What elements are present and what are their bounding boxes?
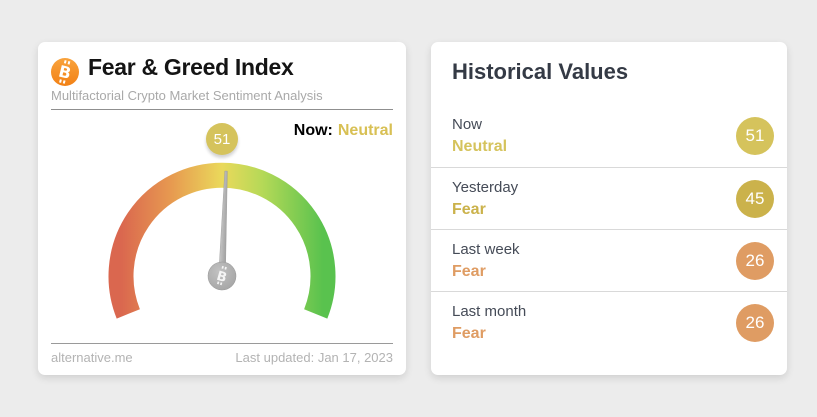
now-label: Now: [293,122,333,139]
history-value-badge: 26 [736,241,774,280]
historical-values-title: Historical Values [452,59,629,84]
history-value-badge: 51 [736,117,774,155]
history-row-label: Last month [452,302,527,320]
source-link[interactable]: alternative.me [51,350,133,365]
historical-values-list: Now Neutral 51 Yesterday Fear 45 Last we… [431,105,787,353]
gauge-needle: B [207,170,237,291]
history-row-last-month: Last month Fear 26 [431,291,787,353]
history-row-last-week: Last week Fear 26 [431,229,787,291]
history-row-classification: Fear [452,324,486,342]
history-value-badge: 45 [736,179,774,218]
svg-text:B: B [57,62,73,83]
history-row-classification: Fear [452,200,486,218]
header-divider [51,109,393,110]
footer-divider [51,343,393,344]
now-classification: Neutral [337,122,393,139]
history-row-classification: Neutral [452,138,508,155]
history-row-label: Last week [452,240,520,258]
history-value-badge: 26 [736,303,774,342]
historical-values-card: Historical Values Now Neutral 51 Yesterd… [431,42,787,375]
needle-hub [207,261,237,291]
hub-bitcoin-icon: B [215,265,228,286]
widget-subtitle: Multifactorial Crypto Market Sentiment A… [51,88,323,103]
gauge-value-badge: 51 [206,123,238,155]
history-row-label: Now [452,116,483,133]
history-row-label: Yesterday [452,178,519,196]
last-updated: Last updated: Jan 17, 2023 [235,350,393,365]
current-sentiment: Now: Neutral [294,122,393,140]
fear-greed-gauge: B [108,162,336,319]
history-row-now: Now Neutral 51 [431,105,787,167]
widget-footer: alternative.me Last updated: Jan 17, 202… [51,350,393,365]
gauge-arc [108,162,336,319]
history-row-classification: Fear [452,262,486,280]
widget-title: Fear & Greed Index [88,54,294,80]
fear-greed-card: B Fear & Greed Index Multifactorial Cryp… [38,42,406,375]
bitcoin-icon: B [51,58,79,86]
history-row-yesterday: Yesterday Fear 45 [431,167,787,229]
